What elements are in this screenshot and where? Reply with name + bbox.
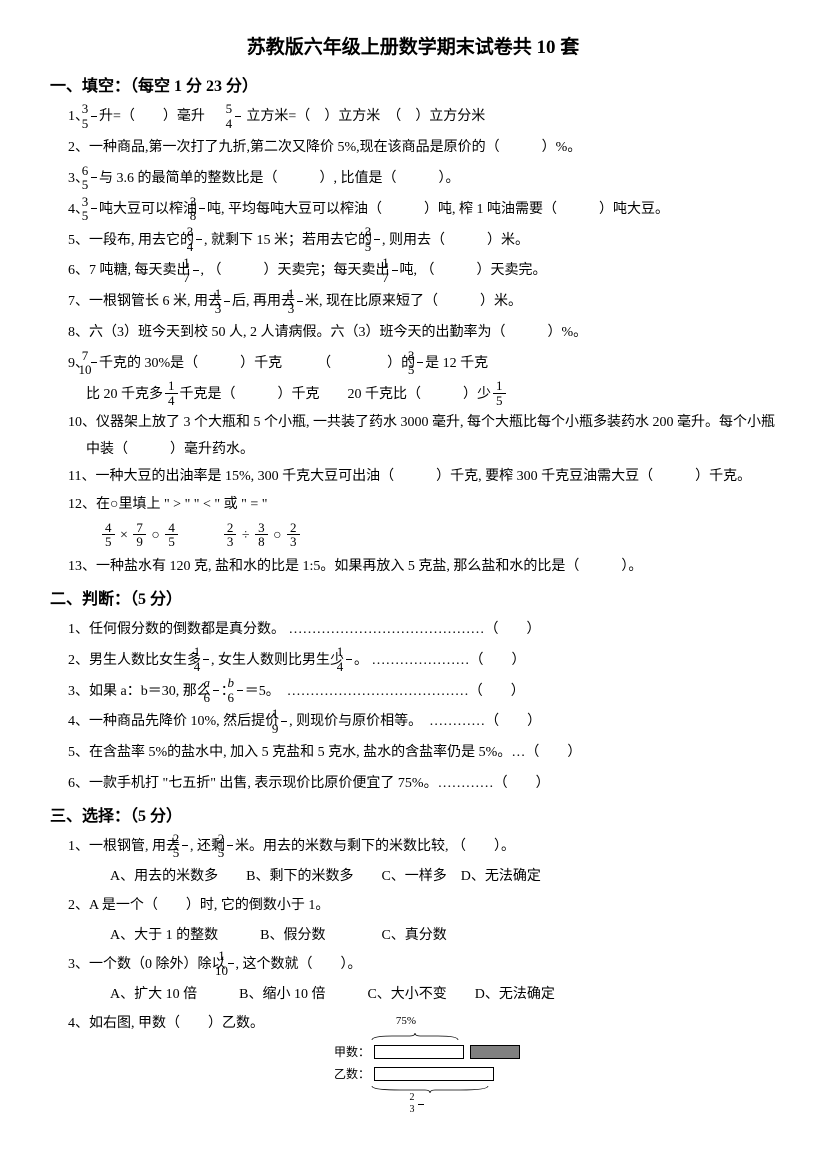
- s3-q3-options: A、扩大 10 倍 B、缩小 10 倍 C、大小不变 D、无法确定: [110, 981, 776, 1009]
- page-title: 苏教版六年级上册数学期末试卷共 10 套: [50, 30, 776, 66]
- s2-q2: 2、男生人数比女生多14, 女生人数则比男生少14。 …………………（ ）: [86, 646, 776, 677]
- s1-q12-expr: 45 × 79 ○ 45 23 ÷ 38 ○ 23: [100, 521, 776, 552]
- s2-q4: 4、一种商品先降价 10%, 然后提价19, 则现价与原价相等。 …………（ ）: [86, 707, 776, 738]
- s1-q3: 3、65与 3.6 的最简单的整数比是（ ）, 比值是（ ）。: [86, 164, 776, 195]
- section1-header: 一、填空：（每空 1 分 23 分）: [50, 72, 776, 102]
- section3-header: 三、选择：（5 分）: [50, 802, 776, 832]
- s1-q1: 1、35升=（ ）毫升 54 立方米=（ ）立方米 （ ）立方分米: [86, 102, 776, 133]
- s1-q13: 13、一种盐水有 120 克, 盐和水的比是 1:5。如果再放入 5 克盐, 那…: [86, 552, 776, 583]
- s1-q7: 7、一根钢管长 6 米, 用去13后, 再用去13米, 现在比原来短了（ ）米。: [86, 287, 776, 318]
- s1-q9b: 比 20 千克多14千克是（ ）千克 20 千克比（ ）少15: [86, 380, 776, 411]
- s1-q4: 4、35吨大豆可以榨油38吨, 平均每吨大豆可以榨油（ ）吨, 榨 1 吨油需要…: [86, 195, 776, 226]
- s2-q6: 6、一款手机打 "七五折" 出售, 表示现价比原价便宜了 75%。…………（ ）: [86, 769, 776, 800]
- s1-q12: 12、在○里填上 " > " " < " 或 " = ": [86, 490, 776, 521]
- section2-header: 二、判断：（5 分）: [50, 585, 776, 615]
- s1-q10: 10、仪器架上放了 3 个大瓶和 5 个小瓶, 一共装了药水 3000 毫升, …: [86, 410, 776, 463]
- s3-q1: 1、一根钢管, 用去25, 还剩25米。用去的米数与剩下的米数比较, （ ）。: [86, 832, 776, 863]
- s1-q5: 5、一段布, 用去它的34, 就剩下 15 米；若用去它的35, 则用去（ ）米…: [86, 226, 776, 257]
- s3-q4-diagram: 75% 甲数： 乙数：: [324, 1009, 520, 1117]
- s1-q9: 9、710千克的 30%是（ ）千克 （ ）的35是 12 千克: [86, 349, 776, 380]
- s1-q2: 2、一种商品,第一次打了九折,第二次又降价 5%,现在该商品是原价的（ ）%。: [86, 133, 776, 164]
- s1-q8: 8、六（3）班今天到校 50 人, 2 人请病假。六（3）班今天的出勤率为（ ）…: [86, 318, 776, 349]
- s2-q3: 3、如果 a：b＝30, 那么a6：b6＝5。 …………………………………（ ）: [86, 677, 776, 708]
- s3-q2: 2、A 是一个（ ）时, 它的倒数小于 1。: [86, 891, 776, 922]
- s3-q2-options: A、大于 1 的整数 B、假分数 C、真分数: [110, 922, 776, 950]
- s2-q1: 1、任何假分数的倒数都是真分数。 ……………………………………（ ）: [86, 615, 776, 646]
- s3-q3: 3、一个数（0 除外）除以110, 这个数就（ ）。: [86, 950, 776, 981]
- s1-q11: 11、一种大豆的出油率是 15%, 300 千克大豆可出油（ ）千克, 要榨 3…: [86, 464, 776, 491]
- s1-q6: 6、7 吨糖, 每天卖出17, （ ）天卖完；每天卖出17吨, （ ）天卖完。: [86, 256, 776, 287]
- s3-q1-options: A、用去的米数多 B、剩下的米数多 C、一样多 D、无法确定: [110, 863, 776, 891]
- s3-q4: 4、如右图, 甲数（ ）乙数。 75% 甲数： 乙数：: [86, 1009, 776, 1117]
- s2-q5: 5、在含盐率 5%的盐水中, 加入 5 克盐和 5 克水, 盐水的含盐率仍是 5…: [86, 738, 776, 769]
